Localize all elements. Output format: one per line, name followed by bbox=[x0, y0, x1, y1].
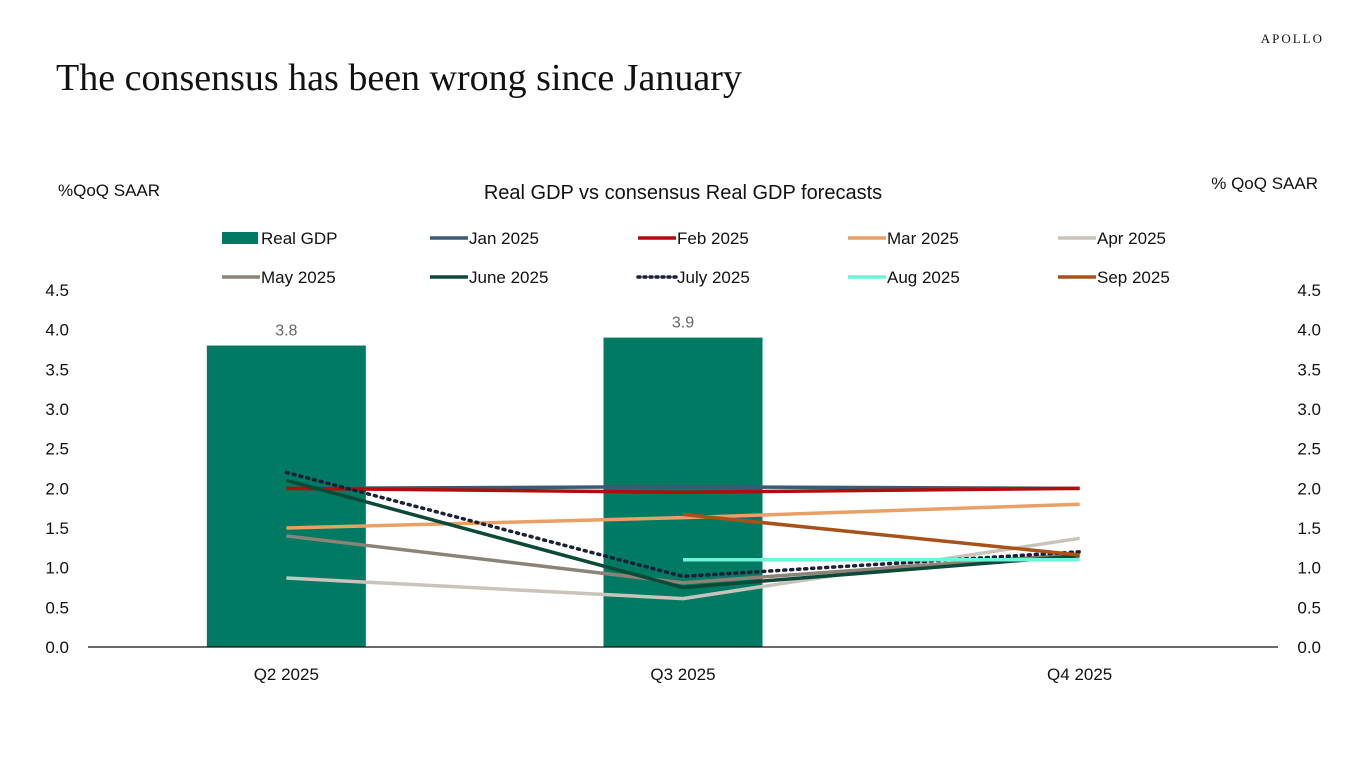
left-axis-label: %QoQ SAAR bbox=[58, 181, 161, 200]
page-title: The consensus has been wrong since Janua… bbox=[56, 57, 742, 99]
y-tick-right: 4.5 bbox=[1297, 281, 1321, 300]
series-line-june-2025 bbox=[285, 478, 1080, 590]
y-tick-left: 2.5 bbox=[45, 440, 69, 459]
y-tick-left: 0.5 bbox=[45, 598, 69, 617]
x-tick-label: Q2 2025 bbox=[254, 665, 319, 684]
right-axis-label: % QoQ SAAR bbox=[1211, 174, 1318, 193]
y-tick-left: 1.5 bbox=[45, 519, 69, 538]
legend-label: Jan 2025 bbox=[469, 229, 539, 248]
y-tick-right: 2.0 bbox=[1297, 479, 1321, 498]
y-tick-right: 3.0 bbox=[1297, 400, 1321, 419]
y-tick-left: 2.0 bbox=[45, 479, 69, 498]
series-line-sep-2025 bbox=[682, 512, 1080, 557]
y-tick-left: 1.0 bbox=[45, 559, 69, 578]
legend-label: Sep 2025 bbox=[1097, 268, 1170, 287]
y-tick-right: 4.0 bbox=[1297, 321, 1321, 340]
y-tick-left: 4.0 bbox=[45, 321, 69, 340]
legend-label: Apr 2025 bbox=[1097, 229, 1166, 248]
legend-label: May 2025 bbox=[261, 268, 336, 287]
y-tick-right: 3.5 bbox=[1297, 360, 1321, 379]
y-tick-left: 4.5 bbox=[45, 281, 69, 300]
series-line-jan-2025 bbox=[286, 484, 1080, 491]
x-tick-label: Q3 2025 bbox=[650, 665, 715, 684]
chart-title: Real GDP vs consensus Real GDP forecasts bbox=[483, 182, 883, 204]
y-tick-left: 0.0 bbox=[45, 638, 69, 657]
legend-label: June 2025 bbox=[469, 268, 548, 287]
bar-data-label: 3.8 bbox=[275, 323, 297, 340]
y-tick-left: 3.5 bbox=[45, 360, 69, 379]
x-tick-label: Q4 2025 bbox=[1047, 665, 1112, 684]
series-line-feb-2025 bbox=[286, 486, 1080, 495]
y-tick-right: 1.0 bbox=[1297, 559, 1321, 578]
legend-label: Feb 2025 bbox=[677, 229, 749, 248]
legend-label: Aug 2025 bbox=[887, 268, 960, 287]
series-line-mar-2025 bbox=[286, 502, 1080, 530]
y-tick-right: 2.5 bbox=[1297, 440, 1321, 459]
y-tick-left: 3.0 bbox=[45, 400, 69, 419]
y-tick-right: 1.5 bbox=[1297, 519, 1321, 538]
legend-label: Mar 2025 bbox=[887, 229, 959, 248]
legend-label: Real GDP bbox=[261, 229, 338, 248]
y-tick-right: 0.5 bbox=[1297, 598, 1321, 617]
y-tick-right: 0.0 bbox=[1297, 638, 1321, 657]
bar-data-label: 3.9 bbox=[672, 315, 694, 332]
apollo-logo: APOLLO bbox=[1260, 31, 1324, 46]
legend-swatch bbox=[222, 232, 258, 244]
series-line-may-2025 bbox=[286, 534, 1080, 585]
legend-label: July 2025 bbox=[677, 268, 750, 287]
